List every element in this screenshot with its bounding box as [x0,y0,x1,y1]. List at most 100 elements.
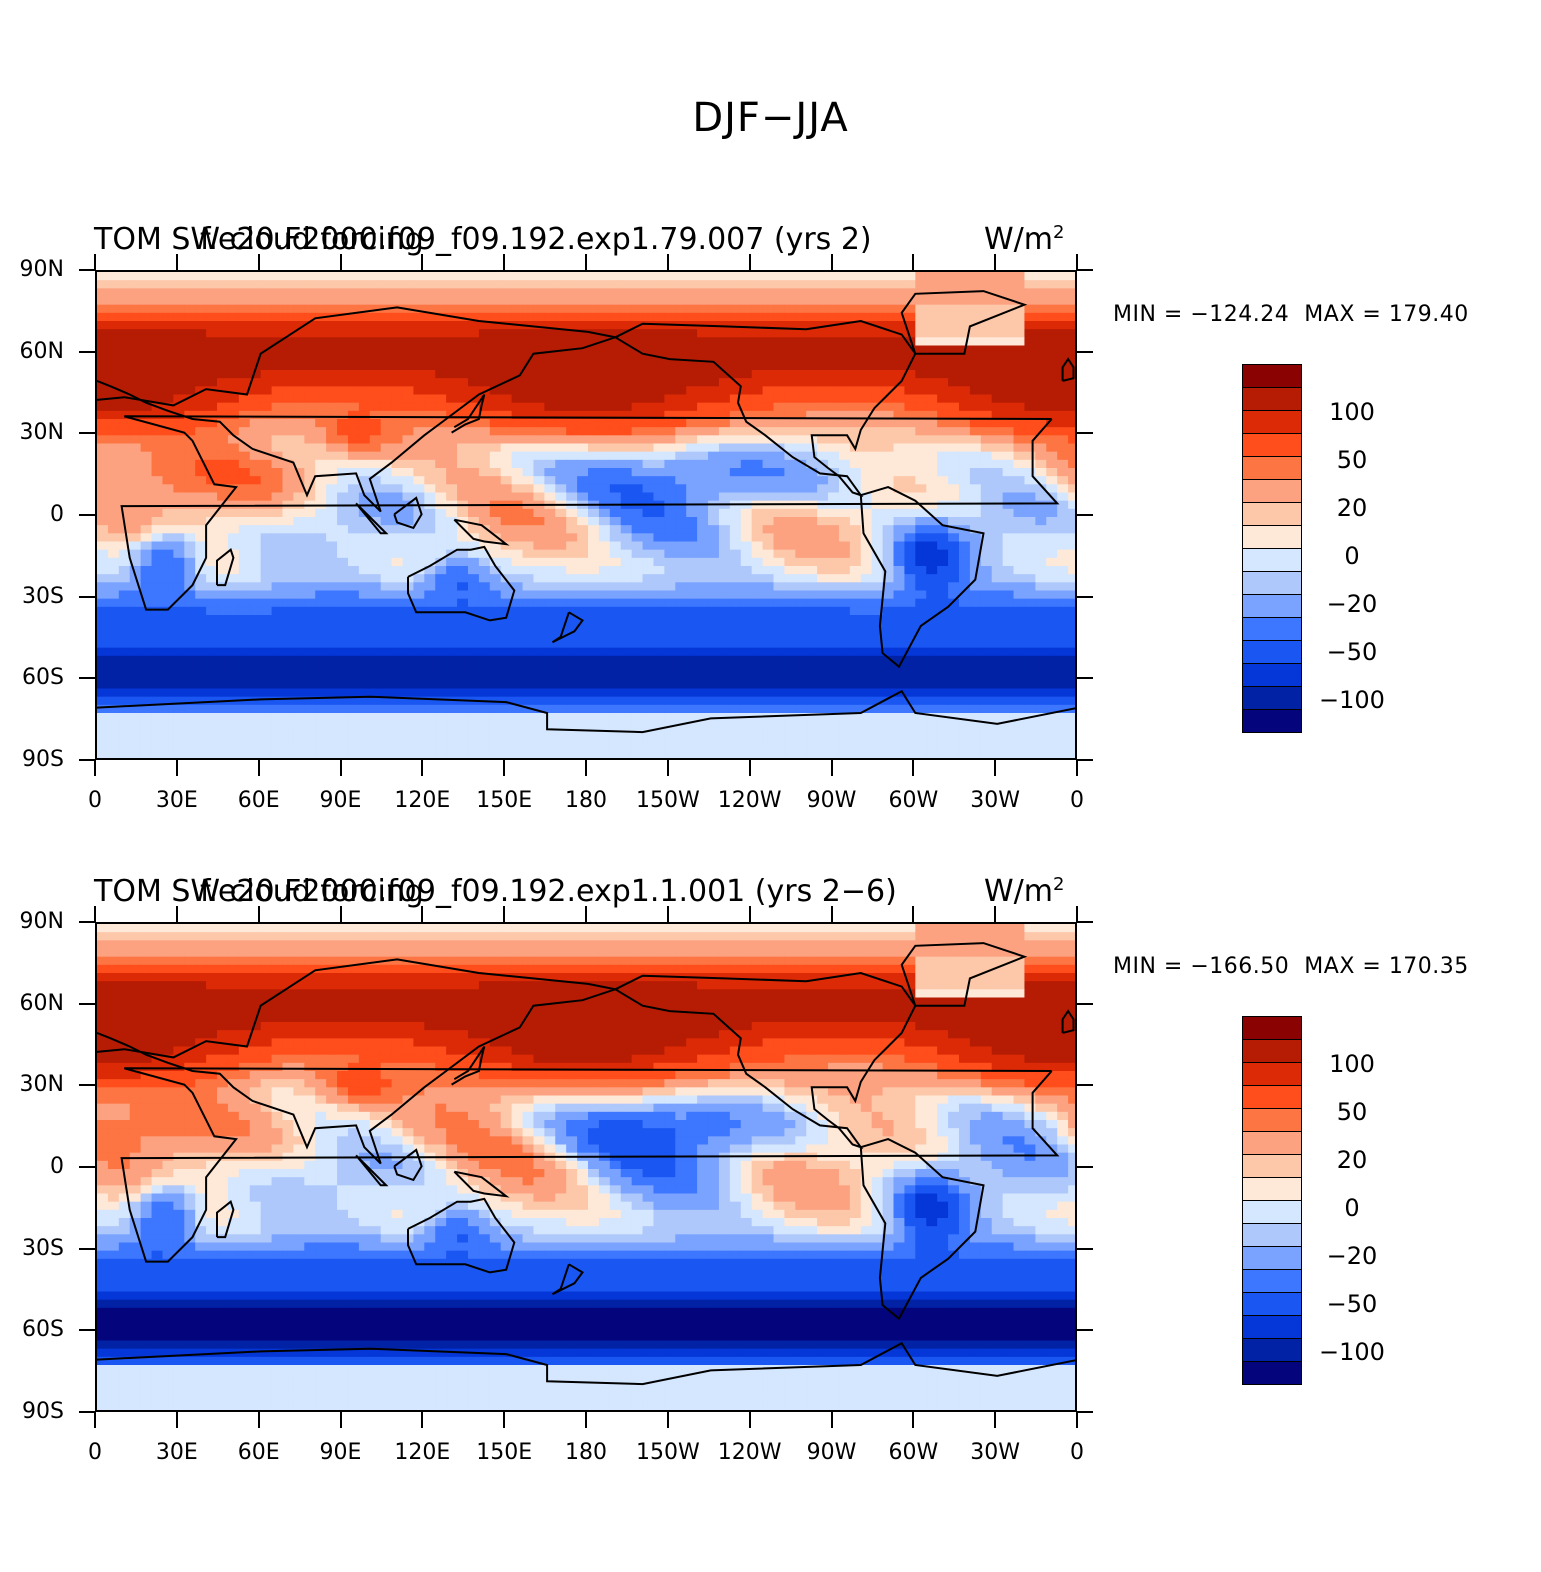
heatmap-cell [708,558,720,567]
heatmap-cell [904,582,916,591]
heatmap-cell [457,599,469,608]
heatmap-cell [424,542,436,551]
heatmap-cell [392,582,404,591]
heatmap-cell [686,680,698,689]
heatmap-cell [359,411,371,420]
heatmap-cell [403,542,415,551]
heatmap-cell [948,582,960,591]
heatmap-cell [828,370,840,379]
heatmap-cell [959,656,971,665]
heatmap-cell [250,509,262,518]
heatmap-cell [915,337,927,346]
heatmap-cell [413,550,425,559]
heatmap-cell [686,272,698,281]
heatmap-cell [413,599,425,608]
heatmap-cell [959,460,971,469]
heatmap-cell [741,280,753,289]
heatmap-cell [261,697,273,706]
heatmap-cell [752,452,764,461]
heatmap-cell [195,607,207,616]
heatmap-cell [1024,403,1036,412]
heatmap-cell [872,525,884,534]
heatmap-cell [643,517,655,526]
heatmap-cell [403,615,415,624]
heatmap-cell [326,680,338,689]
heatmap-cell [773,680,785,689]
heatmap-cell [828,337,840,346]
heatmap-cell [533,419,545,428]
heatmap-cell [926,631,938,640]
heatmap-cell [326,435,338,444]
heatmap-cell [304,435,316,444]
heatmap-cell [348,664,360,673]
heatmap-cell [359,582,371,591]
heatmap-cell [533,631,545,640]
heatmap-cell [1046,362,1058,371]
heatmap-cell [501,354,513,363]
heatmap-cell [795,664,807,673]
heatmap-cell [697,280,709,289]
heatmap-cell [337,607,349,616]
heatmap-cell [839,689,851,698]
heatmap-cell [1057,501,1069,510]
heatmap-cell [523,517,535,526]
heatmap-cell [970,313,982,322]
heatmap-cell [904,599,916,608]
heatmap-cell [272,419,284,428]
heatmap-cell [621,640,633,649]
heatmap-cell [1024,550,1036,559]
heatmap-cell [239,689,251,698]
heatmap-cell [206,305,218,314]
heatmap-cell [1046,664,1058,673]
heatmap-cell [577,680,589,689]
heatmap-cell [992,640,1004,649]
heatmap-cell [1068,664,1077,673]
heatmap-cell [817,362,829,371]
heatmap-cell [523,493,535,502]
heatmap-cell [381,403,393,412]
heatmap-cell [806,395,818,404]
heatmap-cell [566,664,578,673]
heatmap-cell [326,664,338,673]
heatmap-cell [1046,468,1058,477]
heatmap-cell [272,329,284,338]
heatmap-cell [730,689,742,698]
heatmap-cell [850,640,862,649]
heatmap-cell [599,631,611,640]
heatmap-cell [512,721,524,730]
heatmap-cell [730,615,742,624]
heatmap-cell [817,591,829,600]
heatmap-cell [675,288,687,297]
heatmap-cell [282,525,294,534]
heatmap-cell [839,623,851,632]
heatmap-cell [141,435,153,444]
heatmap-cell [948,607,960,616]
heatmap-cell [392,354,404,363]
heatmap-cell [686,493,698,502]
heatmap-cell [719,476,731,485]
heatmap-cell [403,664,415,673]
heatmap-cell [293,493,305,502]
heatmap-cell [653,542,665,551]
heatmap-cell [1068,468,1077,477]
heatmap-cell [533,493,545,502]
heatmap-cell [195,395,207,404]
heatmap-cell [861,664,873,673]
heatmap-cell [544,689,556,698]
heatmap-cell [523,550,535,559]
heatmap-cell [828,680,840,689]
heatmap-cell [653,533,665,542]
heatmap-cell [1057,607,1069,616]
heatmap-cell [784,640,796,649]
heatmap-cell [435,362,447,371]
heatmap-cell [97,648,109,657]
heatmap-cell [610,476,622,485]
heatmap-cell [621,566,633,575]
heatmap-cell [152,337,164,346]
heatmap-cell [239,427,251,436]
heatmap-cell [872,517,884,526]
heatmap-cell [675,452,687,461]
heatmap-cell [632,517,644,526]
heatmap-cell [894,680,906,689]
heatmap-cell [1003,631,1015,640]
